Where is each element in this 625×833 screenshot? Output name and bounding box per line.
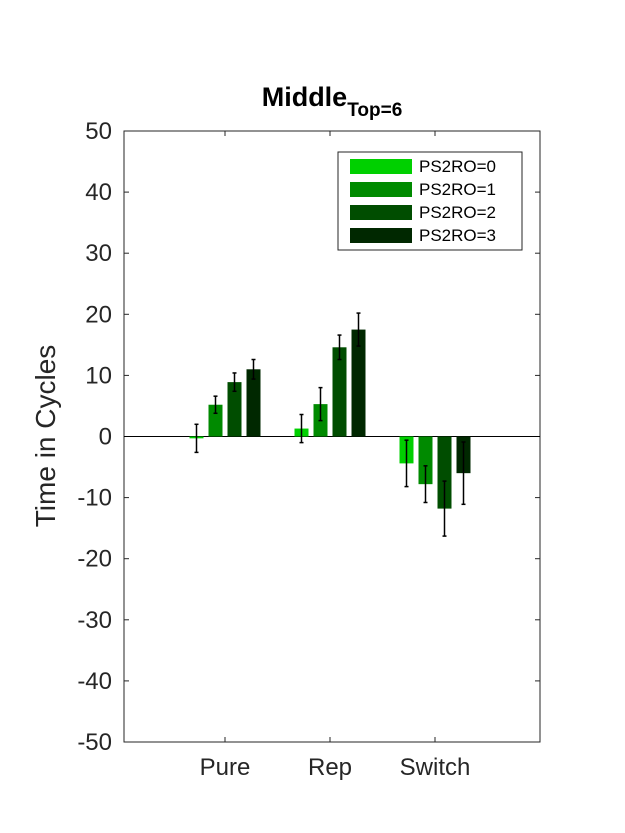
legend-label: PS2RO=3: [419, 226, 496, 245]
y-tick-label: 50: [85, 118, 112, 145]
x-tick-label: Rep: [308, 754, 352, 781]
error-bar: [337, 334, 342, 361]
y-tick-label: -20: [77, 546, 112, 573]
chart-title-subscript: Top=6: [347, 100, 402, 121]
y-tick-label: 10: [85, 362, 112, 389]
error-bar: [194, 423, 199, 454]
y-tick-label: -30: [77, 607, 112, 634]
plot-area: -50 -40 -30 -20 -10 0 10 20 30 40 50 Pure Rep Switch: [77, 118, 541, 781]
error-bar: [404, 439, 409, 488]
error-bar: [318, 386, 323, 422]
bar: [351, 329, 366, 437]
legend-item: PS2RO=2: [350, 203, 496, 222]
y-tick-label: -40: [77, 668, 112, 695]
legend-label: PS2RO=0: [419, 157, 496, 176]
y-tick-label: 30: [85, 240, 112, 267]
error-bar: [461, 441, 466, 506]
svg-text:MiddleTop=6: MiddleTop=6: [262, 82, 403, 121]
legend-item: PS2RO=0: [350, 157, 496, 176]
legend-item: PS2RO=3: [350, 226, 496, 245]
error-bar: [423, 465, 428, 504]
bar: [208, 404, 223, 437]
error-bar: [442, 480, 447, 537]
legend-swatch: [350, 182, 412, 197]
x-tick-label: Pure: [200, 754, 251, 781]
y-tick-label: 0: [99, 424, 112, 451]
y-axis-label: Time in Cycles: [30, 345, 61, 528]
y-tick-label: -50: [77, 729, 112, 756]
chart-title: MiddleTop=6: [262, 82, 403, 121]
error-bar: [232, 372, 237, 393]
error-bar: [251, 358, 256, 380]
error-bar: [299, 413, 304, 444]
error-bar: [213, 395, 218, 415]
legend-label: PS2RO=1: [419, 180, 496, 199]
series-PS2RO=1: [208, 386, 433, 504]
legend-item: PS2RO=1: [350, 180, 496, 199]
legend-swatch: [350, 205, 412, 220]
bar: [227, 382, 242, 437]
series-PS2RO=0: [189, 413, 414, 488]
series-PS2RO=2: [227, 334, 452, 537]
y-tick-label: 20: [85, 301, 112, 328]
series-PS2RO=3: [246, 312, 471, 506]
bar: [332, 347, 347, 437]
bar: [246, 369, 261, 437]
y-tick-label: -10: [77, 485, 112, 512]
bar: [437, 436, 452, 509]
bar: [418, 436, 433, 485]
legend: PS2RO=0 PS2RO=1 PS2RO=2 PS2RO=3: [337, 151, 523, 251]
legend-label: PS2RO=2: [419, 203, 496, 222]
x-tick-label: Switch: [400, 754, 471, 781]
legend-swatch: [350, 159, 412, 174]
y-tick-label: 40: [85, 179, 112, 206]
error-bar: [356, 312, 361, 347]
chart-title-main: Middle: [262, 82, 348, 112]
legend-swatch: [350, 228, 412, 243]
